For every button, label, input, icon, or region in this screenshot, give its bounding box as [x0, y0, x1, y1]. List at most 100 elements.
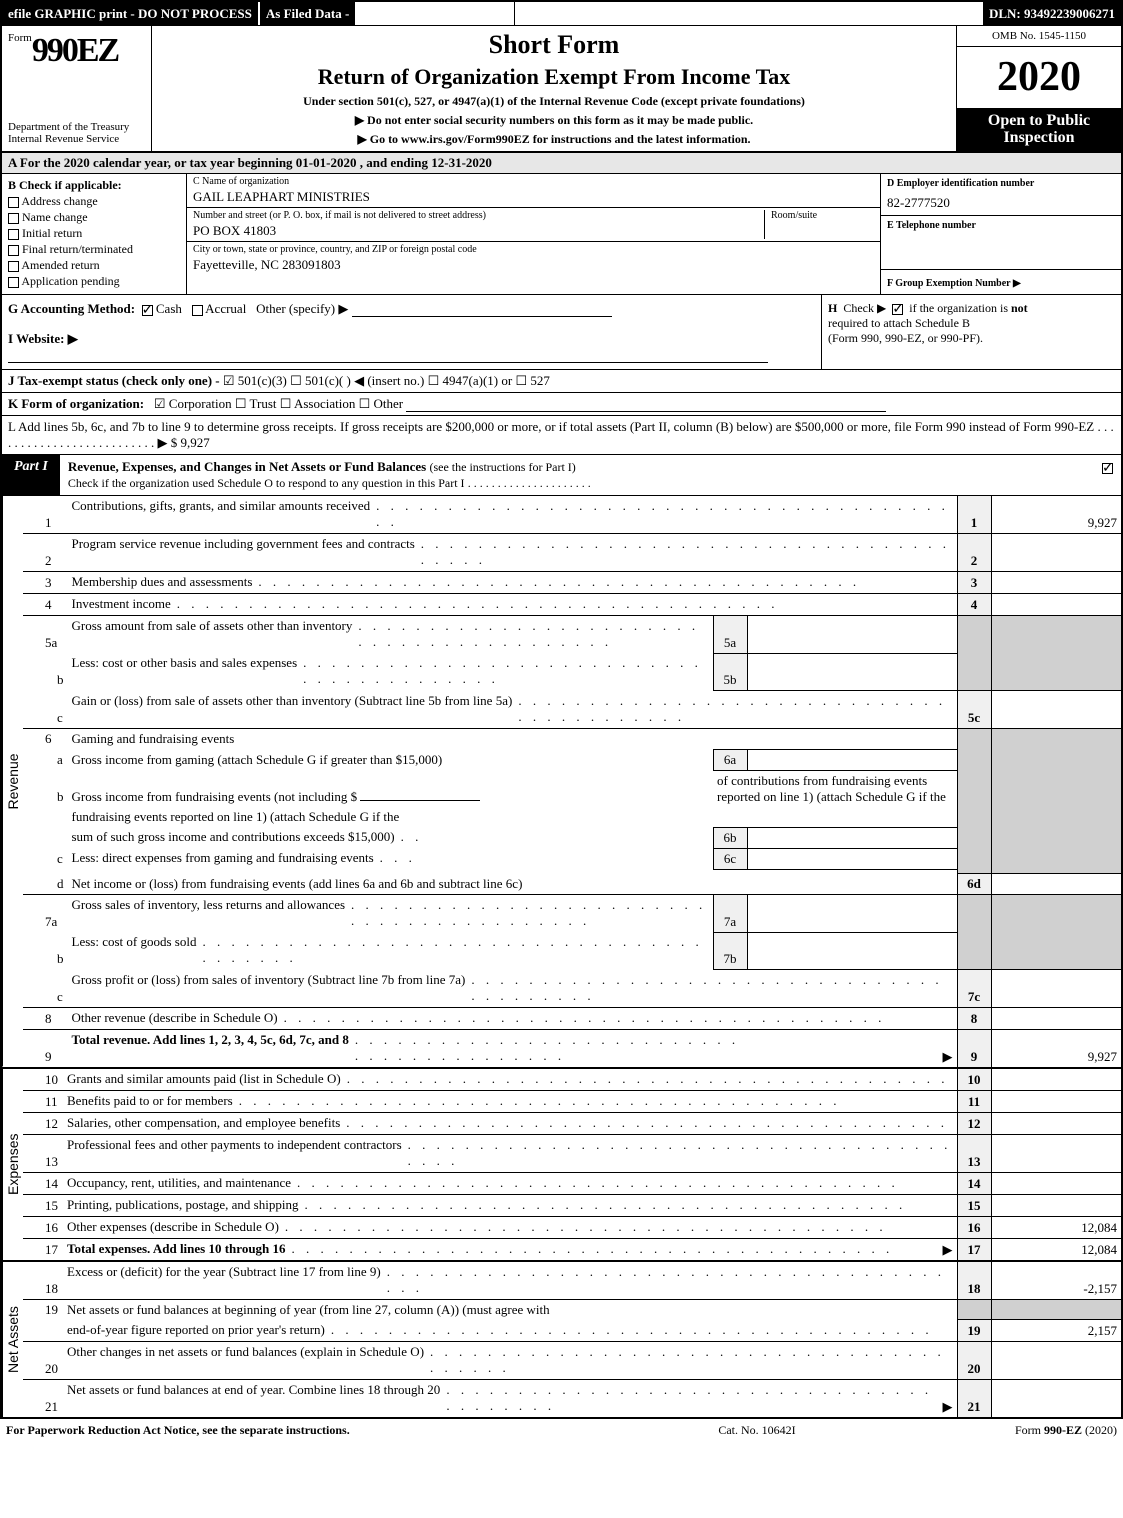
line-9-arrow: ▶ — [747, 1029, 957, 1067]
goto-line: ▶ Go to www.irs.gov/Form990EZ for instru… — [158, 132, 950, 147]
part1-dots: . . . . . . . . . . . . . . . . . . . . … — [468, 476, 591, 490]
line-6b-t3: sum of such gross income and contributio… — [72, 829, 395, 845]
b-label-4: Amended return — [21, 258, 99, 272]
line-16-t: Other expenses (describe in Schedule O) — [67, 1219, 279, 1235]
form-name: Form990EZ — [2, 26, 151, 76]
line-20: 20 Other changes in net assets or fund b… — [23, 1341, 1121, 1379]
line-13-col: 13 — [957, 1134, 991, 1172]
dots: . . . . . . . . . . . . . . . . . . . . … — [325, 1322, 953, 1339]
f-box: F Group Exemption Number ▶ — [881, 270, 1121, 294]
bcde-block: B Check if applicable: Address change Na… — [2, 174, 1121, 295]
line-6a-t: Gross income from gaming (attach Schedul… — [72, 752, 443, 768]
line-17: 17 Total expenses. Add lines 10 through … — [23, 1238, 1121, 1260]
footer-cat: Cat. No. 10642I — [637, 1423, 877, 1438]
line-1-col: 1 — [957, 496, 991, 534]
footer: For Paperwork Reduction Act Notice, see … — [0, 1419, 1123, 1442]
line-12-amt — [991, 1112, 1121, 1134]
expenses-block: Expenses 10 Grants and similar amounts p… — [2, 1069, 1121, 1260]
asfiled-blank — [355, 2, 515, 25]
dots: . . . . . . . . . . . . . . . . . . . . … — [171, 596, 953, 613]
l-text: L Add lines 5b, 6c, and 7b to line 9 to … — [8, 419, 1094, 434]
line-7b-n: b — [23, 932, 68, 969]
dots: . . — [395, 829, 709, 846]
checkbox-cash[interactable] — [142, 305, 153, 316]
line-7b: b Less: cost of goods sold. . . . . . . … — [23, 932, 1121, 969]
line-18-col: 18 — [957, 1262, 991, 1300]
dots: . . . . . . . . . . . . . . . . . . . . … — [352, 618, 708, 651]
gray-5 — [957, 616, 991, 691]
line-7a-n: 7a — [23, 895, 68, 933]
dots: . . . . . . . . . . . . . . . . . . . . … — [233, 1093, 953, 1110]
line-7b-subamt — [747, 932, 957, 969]
line-6b-subamt — [747, 827, 957, 848]
line-12: 12 Salaries, other compensation, and emp… — [23, 1112, 1121, 1134]
line-5b: b Less: cost or other basis and sales ex… — [23, 653, 1121, 690]
asfiled-cell: As Filed Data - — [258, 2, 355, 25]
h-checkbox[interactable] — [892, 304, 903, 315]
gray-7 — [957, 895, 991, 970]
line-6a-n: a — [23, 749, 68, 770]
line-6a-subamt — [747, 749, 957, 770]
line-16-n: 16 — [23, 1216, 63, 1238]
l-amount: $ 9,927 — [171, 435, 210, 450]
header-mid: Short Form Return of Organization Exempt… — [152, 26, 956, 151]
line-1-n: 1 — [23, 496, 68, 534]
line-9-t: Total revenue. Add lines 1, 2, 3, 4, 5c,… — [72, 1032, 349, 1048]
g-other: Other (specify) ▶ — [256, 301, 348, 316]
revenue-table: 1 Contributions, gifts, grants, and simi… — [23, 496, 1121, 1067]
line-5a-n: 5a — [23, 616, 68, 654]
part1-header: Part I Revenue, Expenses, and Changes in… — [2, 455, 1121, 496]
dots: . . . . . . . . . . . . . . . . . . . . … — [341, 1071, 953, 1088]
line-6b-t2a: of contributions from fundraising events… — [713, 770, 957, 807]
line-7a-t: Gross sales of inventory, less returns a… — [72, 897, 346, 913]
c-city-value: Fayetteville, NC 283091803 — [193, 255, 874, 273]
c-name-box: C Name of organization GAIL LEAPHART MIN… — [187, 174, 880, 208]
line-7c-t: Gross profit or (loss) from sales of inv… — [72, 972, 466, 988]
line-5b-subamt — [747, 653, 957, 690]
line-3: 3 Membership dues and assessments. . . .… — [23, 572, 1121, 594]
line-3-t: Membership dues and assessments — [72, 574, 253, 590]
dots: . . . . . . . . . . . . . . . . . . . . … — [349, 1032, 743, 1065]
line-2-amt — [991, 534, 1121, 572]
efile-cell: efile GRAPHIC print - DO NOT PROCESS — [2, 2, 258, 25]
open-to-public: Open to Public Inspection — [957, 108, 1121, 151]
line-4-amt — [991, 594, 1121, 616]
l-arrow: ▶ — [158, 435, 168, 450]
line-5c: c Gain or (loss) from sale of assets oth… — [23, 690, 1121, 728]
line-8-n: 8 — [23, 1007, 68, 1029]
d-value: 82-2777520 — [887, 189, 1115, 211]
line-6b-2: fundraising events reported on line 1) (… — [23, 807, 1121, 828]
line-7a: 7a Gross sales of inventory, less return… — [23, 895, 1121, 933]
form-word: Form — [8, 32, 32, 44]
checkbox-accrual[interactable] — [192, 305, 203, 316]
checkbox-icon[interactable] — [8, 245, 19, 256]
line-21-n: 21 — [23, 1379, 63, 1417]
checkbox-icon[interactable] — [8, 229, 19, 240]
line-9-col: 9 — [957, 1029, 991, 1067]
line-1: 1 Contributions, gifts, grants, and simi… — [23, 496, 1121, 534]
gh-row: G Accounting Method: Cash Accrual Other … — [2, 295, 1121, 370]
dots: . . . . . . . . . . . . . . . . . . . . … — [278, 1010, 953, 1027]
checkbox-icon[interactable] — [8, 261, 19, 272]
i-blank — [8, 351, 768, 363]
line-10-amt — [991, 1069, 1121, 1091]
dots: . . . . . . . . . . . . . . . . . . . . … — [291, 1175, 952, 1192]
dots: . . . . . . . . . . . . . . . . . . . . … — [424, 1344, 952, 1377]
checkbox-icon[interactable] — [8, 213, 19, 224]
checkbox-icon[interactable] — [8, 197, 19, 208]
revenue-content: 1 Contributions, gifts, grants, and simi… — [23, 496, 1121, 1067]
c-column: C Name of organization GAIL LEAPHART MIN… — [187, 174, 881, 294]
b-label-3: Final return/terminated — [22, 242, 133, 256]
line-12-n: 12 — [23, 1112, 63, 1134]
line-10-n: 10 — [23, 1069, 63, 1091]
g-cell: G Accounting Method: Cash Accrual Other … — [2, 295, 821, 369]
line-19-col: 19 — [957, 1320, 991, 1342]
line-13-t: Professional fees and other payments to … — [67, 1137, 402, 1153]
line-20-n: 20 — [23, 1341, 63, 1379]
checkbox-icon[interactable] — [8, 277, 19, 288]
omb-number: OMB No. 1545-1150 — [957, 26, 1121, 47]
line-7c: c Gross profit or (loss) from sales of i… — [23, 969, 1121, 1007]
part1-checkbox[interactable] — [1102, 463, 1113, 474]
line-16: 16 Other expenses (describe in Schedule … — [23, 1216, 1121, 1238]
e-label: E Telephone number — [887, 220, 1115, 231]
